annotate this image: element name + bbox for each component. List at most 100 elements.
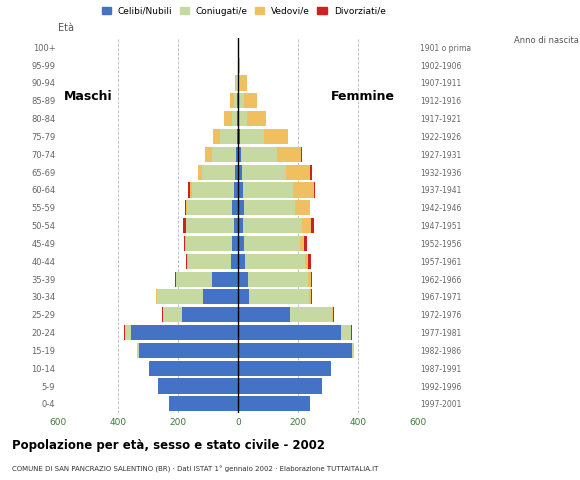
Bar — [163, 307, 182, 323]
Bar — [238, 272, 248, 287]
Bar — [150, 360, 238, 376]
Bar — [238, 307, 290, 323]
Bar — [236, 75, 238, 91]
Text: Maschi: Maschi — [64, 90, 113, 103]
Bar — [249, 289, 309, 304]
Bar — [188, 182, 190, 198]
Bar — [204, 289, 238, 304]
Legend: Celibi/Nubili, Coniugati/e, Vedovi/e, Divorziati/e: Celibi/Nubili, Coniugati/e, Vedovi/e, Di… — [102, 7, 386, 16]
Bar — [231, 253, 238, 269]
Bar — [311, 289, 312, 304]
Bar — [300, 236, 304, 251]
Text: Anno di nascita: Anno di nascita — [514, 36, 579, 45]
Bar — [242, 165, 286, 180]
Bar — [286, 165, 310, 180]
Bar — [212, 147, 236, 162]
Bar — [235, 75, 236, 91]
Bar — [238, 289, 249, 304]
Bar — [237, 93, 238, 108]
Bar — [310, 165, 312, 180]
Bar — [125, 325, 132, 340]
Bar — [187, 200, 233, 216]
Bar — [237, 111, 238, 126]
Bar — [238, 236, 244, 251]
Bar — [190, 182, 192, 198]
Bar — [244, 236, 300, 251]
Bar — [157, 289, 204, 304]
Bar — [156, 289, 157, 304]
Bar — [309, 289, 311, 304]
Bar — [169, 396, 238, 411]
Bar — [240, 111, 246, 126]
Bar — [186, 253, 187, 269]
Bar — [238, 378, 322, 394]
Bar — [308, 272, 311, 287]
Bar — [175, 272, 176, 287]
Bar — [202, 165, 235, 180]
Bar — [192, 182, 234, 198]
Bar — [245, 253, 305, 269]
Bar — [244, 200, 295, 216]
Bar — [302, 218, 311, 233]
Bar — [238, 147, 241, 162]
Bar — [351, 343, 354, 358]
Bar — [186, 200, 187, 216]
Bar — [187, 253, 188, 269]
Bar — [176, 272, 212, 287]
Bar — [277, 147, 302, 162]
Bar — [188, 253, 231, 269]
Bar — [232, 111, 237, 126]
Bar — [238, 93, 240, 108]
Bar — [238, 253, 245, 269]
Bar — [149, 360, 150, 376]
Bar — [238, 343, 351, 358]
Bar — [243, 182, 293, 198]
Bar — [139, 343, 238, 358]
Bar — [236, 147, 238, 162]
Bar — [311, 272, 312, 287]
Bar — [333, 307, 334, 323]
Bar — [243, 218, 302, 233]
Bar — [137, 343, 139, 358]
Bar — [295, 200, 310, 216]
Bar — [244, 93, 258, 108]
Bar — [241, 147, 277, 162]
Bar — [238, 165, 242, 180]
Bar — [351, 325, 352, 340]
Bar — [230, 93, 234, 108]
Bar — [212, 272, 238, 287]
Bar — [155, 289, 156, 304]
Text: Femmine: Femmine — [331, 90, 395, 103]
Bar — [224, 111, 232, 126]
Bar — [314, 182, 315, 198]
Bar — [238, 325, 341, 340]
Bar — [238, 75, 240, 91]
Bar — [198, 165, 202, 180]
Bar — [290, 307, 332, 323]
Bar — [234, 93, 237, 108]
Bar — [238, 396, 310, 411]
Bar — [238, 129, 240, 144]
Bar — [240, 75, 248, 91]
Bar — [186, 218, 234, 233]
Bar — [237, 129, 238, 144]
Bar — [235, 165, 238, 180]
Bar — [186, 236, 233, 251]
Bar — [182, 307, 238, 323]
Bar — [293, 182, 314, 198]
Bar — [238, 58, 240, 73]
Bar — [238, 182, 243, 198]
Bar — [246, 111, 266, 126]
Bar — [183, 218, 186, 233]
Bar — [233, 236, 238, 251]
Bar — [158, 378, 238, 394]
Bar — [234, 182, 238, 198]
Bar — [238, 200, 244, 216]
Bar — [311, 218, 314, 233]
Bar — [238, 218, 243, 233]
Bar — [341, 325, 351, 340]
Bar — [308, 253, 311, 269]
Bar — [132, 325, 238, 340]
Bar — [304, 236, 307, 251]
Bar — [264, 129, 288, 144]
